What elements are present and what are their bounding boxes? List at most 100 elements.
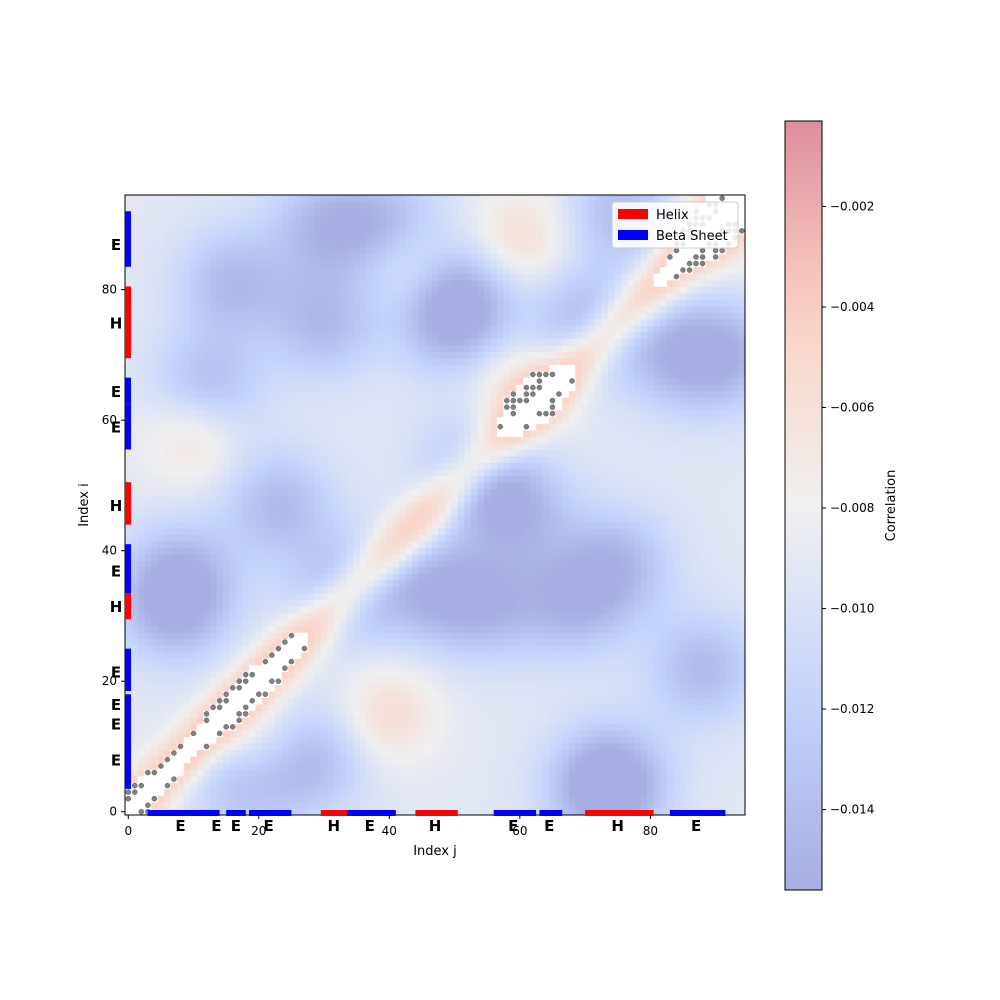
heatmap-cell (594, 586, 602, 594)
heatmap-cell (490, 651, 498, 659)
heatmap-cell (333, 495, 341, 503)
heatmap-cell (340, 547, 348, 555)
heatmap-cell (470, 540, 478, 548)
heatmap-cell (483, 782, 491, 790)
heatmap-cell (738, 534, 746, 542)
heatmap-cell (157, 743, 165, 751)
heatmap-cell (614, 508, 622, 516)
heatmap-cell (588, 547, 596, 555)
heatmap-cell (170, 743, 178, 751)
heatmap-cell (366, 651, 374, 659)
heatmap-cell (451, 560, 459, 568)
heatmap-cell (660, 580, 668, 587)
heatmap-cell (333, 658, 341, 666)
heatmap-cell (731, 743, 739, 751)
heatmap-cell (373, 638, 380, 646)
heatmap-cell (255, 730, 263, 738)
heatmap-cell (451, 540, 459, 548)
heatmap-cell (301, 527, 309, 535)
heatmap-cell (451, 567, 459, 574)
heatmap-cell (634, 795, 641, 803)
heatmap-cell (699, 553, 707, 561)
heatmap-cell (183, 743, 191, 751)
heatmap-cell (679, 632, 687, 640)
heatmap-cell (549, 553, 557, 561)
heatmap-cell (536, 501, 544, 509)
heatmap-cell (640, 580, 648, 587)
heatmap-cell (536, 677, 544, 685)
heatmap-cell (275, 488, 283, 496)
heatmap-cell (542, 612, 550, 620)
heatmap-cell (138, 632, 145, 640)
heatmap-cell (386, 501, 393, 509)
heatmap-cell (399, 651, 407, 659)
heatmap-cell (627, 710, 635, 718)
heatmap-cell (392, 567, 400, 574)
heatmap-cell (679, 560, 687, 568)
heatmap-cell (529, 567, 537, 574)
heatmap-cell (444, 475, 452, 483)
heatmap-cell (229, 534, 237, 542)
heatmap-cell (177, 736, 185, 744)
heatmap-cell (614, 756, 622, 764)
heatmap-cell (144, 638, 152, 646)
heatmap-cell (542, 488, 550, 496)
heatmap-cell (536, 625, 544, 633)
heatmap-cell (255, 710, 263, 718)
heatmap-cell (333, 573, 341, 581)
heatmap-cell (418, 514, 426, 522)
heatmap-cell (555, 619, 563, 627)
heatmap-cell (412, 501, 420, 509)
heatmap-cell (340, 469, 348, 477)
heatmap-cell (138, 684, 145, 692)
heatmap-cell (196, 664, 204, 672)
heatmap-cell (601, 573, 609, 581)
heatmap-cell (549, 736, 557, 744)
heatmap-cell (249, 730, 256, 738)
heatmap-cell (320, 730, 328, 738)
heatmap-cell (725, 638, 733, 646)
heatmap-cell (386, 567, 393, 574)
heatmap-cell (190, 469, 198, 477)
heatmap-cell (294, 560, 302, 568)
heatmap-cell (712, 782, 720, 790)
heatmap-cell (320, 599, 328, 607)
heatmap-cell (438, 495, 446, 503)
heatmap-cell (666, 756, 674, 764)
heatmap-cell (516, 730, 524, 738)
heatmap-cell (346, 488, 354, 496)
heatmap-cell (170, 482, 178, 490)
heatmap-cell (203, 573, 211, 581)
heatmap-cell (653, 801, 661, 809)
heatmap-cell (151, 593, 159, 601)
heatmap-cell (627, 553, 635, 561)
heatmap-cell (366, 677, 374, 685)
heatmap-cell (333, 697, 341, 705)
heatmap-cell (647, 638, 655, 646)
heatmap-cell (164, 658, 172, 666)
heatmap-cell (686, 723, 694, 731)
heatmap-cell (529, 521, 537, 529)
heatmap-cell (190, 514, 198, 522)
heatmap-cell (288, 580, 296, 587)
heatmap-cell (262, 664, 269, 672)
heatmap-cell (151, 743, 159, 751)
heatmap-cell (510, 573, 517, 581)
heatmap-cell (425, 586, 433, 594)
heatmap-cell (529, 795, 537, 803)
heatmap-cell (203, 606, 211, 614)
heatmap-cell (718, 573, 726, 581)
heatmap-cell (738, 795, 746, 803)
heatmap-cell (340, 495, 348, 503)
heatmap-cell (333, 677, 341, 685)
heatmap-cell (235, 508, 243, 516)
heatmap-cell (627, 717, 635, 725)
heatmap-cell (640, 495, 648, 503)
heatmap-cell (653, 677, 661, 685)
heatmap-cell (203, 488, 211, 496)
heatmap-cell (353, 580, 361, 587)
heatmap-cell (431, 638, 439, 646)
heatmap-cell (209, 534, 217, 542)
heatmap-cell (405, 488, 413, 496)
heatmap-cell (568, 645, 576, 653)
